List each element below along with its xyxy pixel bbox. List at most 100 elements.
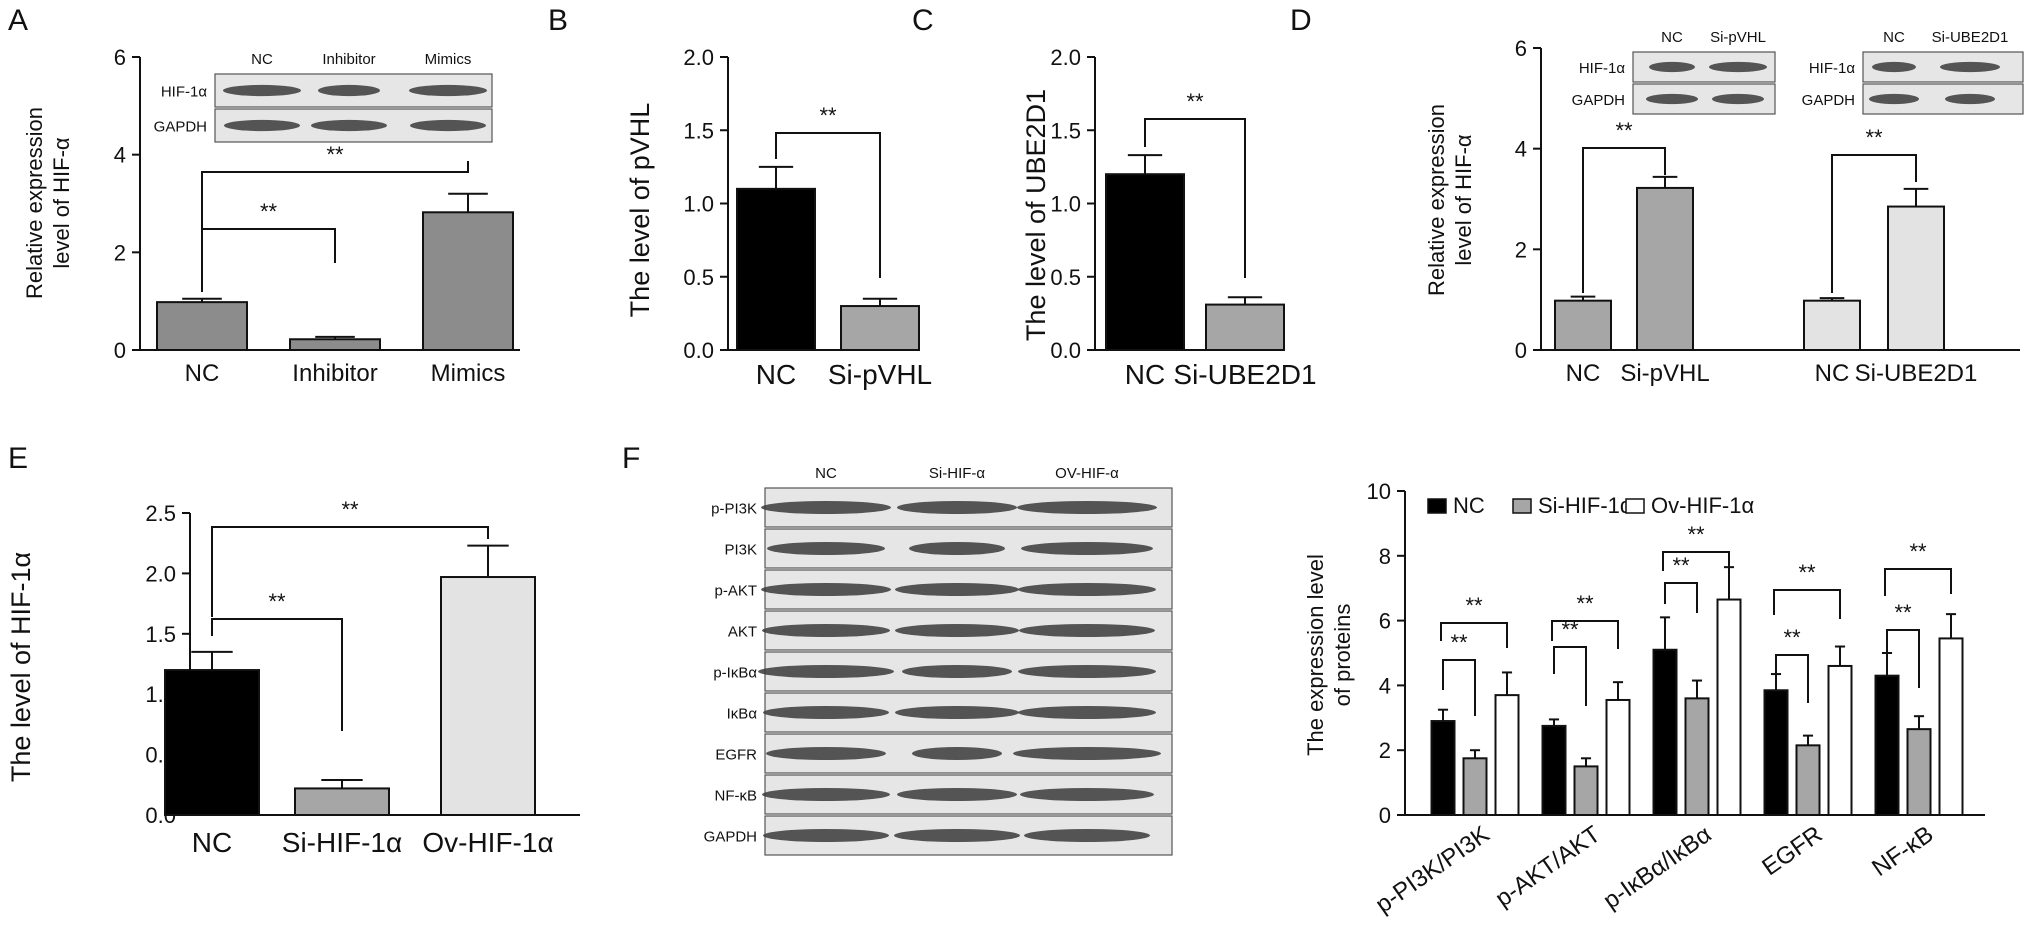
blot-f-strip-band [895, 623, 1019, 638]
blot-f-strip-band [758, 664, 894, 679]
x-category-label: NC [185, 360, 220, 387]
panel-letter-a: A [8, 4, 28, 37]
blot-a-row-label: HIF-1α [161, 84, 208, 101]
blot-d1-band [1649, 61, 1695, 73]
bar [422, 211, 514, 351]
bar [736, 187, 816, 351]
y-tick-label: 4 [114, 143, 126, 168]
blot-d1-row-label: HIF-1α [1579, 60, 1626, 77]
panel-letter-d: D [1290, 4, 1312, 37]
bracket-nc-si [1775, 654, 1809, 703]
blot-d2-band [1869, 93, 1919, 105]
bracket-nc-ov [211, 526, 489, 617]
blot-a-band [224, 119, 300, 132]
y-tick-label: 1.5 [145, 622, 176, 647]
y-tick-label: 0.0 [1050, 338, 1081, 363]
x-category-label: NF-κB [1867, 821, 1938, 882]
bar [1573, 765, 1599, 817]
legend-swatch [1427, 498, 1447, 514]
blot-d1-row-label: GAPDH [1572, 92, 1625, 109]
significance-label: ** [341, 497, 359, 522]
x-category-label: Si-pVHL [828, 359, 932, 390]
legend-label: NC [1453, 493, 1485, 518]
blot-d2-header: Si-UBE2D1 [1932, 29, 2009, 46]
blot-f-strip-row-label: p-AKT [714, 583, 757, 600]
chart-b: 0.0 0.5 1.0 1.5 2.0 NC Si-pVHL The level of pVH… [625, 45, 932, 390]
y-tick-label: 0.0 [683, 338, 714, 363]
bracket-c [1144, 118, 1246, 278]
blot-f-strip-row-label: NF-κB [715, 788, 758, 805]
blot-f-strip-band [763, 705, 889, 720]
y-tick-label: 2 [1515, 237, 1527, 262]
blot-f-strip-band [1020, 787, 1154, 802]
blot-f-strip-band [761, 500, 891, 515]
blot-f-strip-band [762, 787, 890, 802]
x-category-label: Si-UBE2D1 [1855, 360, 1978, 387]
x-category-label: Inhibitor [292, 360, 377, 387]
y-tick-label: 1.0 [683, 192, 714, 217]
chart-e: 0.00.51.01.52.02.5NC Si-HIF-1α Ov-HIF-1αTh… [6, 497, 580, 858]
bar [840, 305, 920, 351]
blot-f-strip-band [1017, 500, 1157, 515]
significance-label: ** [1894, 600, 1912, 625]
blot-f-strip-header: NC [815, 465, 837, 482]
blot-a-band [318, 84, 380, 97]
significance-label: ** [1672, 553, 1690, 578]
panel-letter-b: B [548, 4, 568, 37]
y-tick-label: 1.5 [683, 118, 714, 143]
charts-layer: 0 2 4 6 NC Inhibitor Mimics Relative expression… [6, 29, 2024, 919]
significance-label: ** [1798, 560, 1816, 585]
y-tick-label: 8 [1379, 544, 1391, 569]
blots-layer: NC Si-HIF-α OV-HIF-α p-PI3K PI3K p-AKT AKT p-Iκ… [704, 465, 1173, 856]
x-category-label: Si-HIF-1α [282, 827, 402, 858]
blot-f-strip-band [909, 541, 1005, 556]
bracket-nc-mimics [201, 161, 469, 292]
y-tick-label: 6 [1379, 609, 1391, 634]
significance-label: ** [326, 142, 344, 167]
blot-f-strip-band [1018, 664, 1156, 679]
bracket-nc-si [1886, 629, 1920, 688]
bar [1827, 664, 1853, 817]
legend-label: Si-HIF-1α [1538, 493, 1633, 518]
significance-label: ** [1783, 625, 1801, 650]
bar [1716, 598, 1742, 816]
blot-f-strip-band [1024, 828, 1150, 843]
blot-f-strip-row-label: PI3K [724, 542, 757, 559]
bracket-nc-ov [1551, 620, 1619, 649]
significance-label: ** [1615, 118, 1633, 143]
blot-a-band [410, 119, 486, 132]
bracket-nc-si [211, 618, 343, 731]
blot-d2-header: NC [1883, 29, 1905, 46]
bar [156, 301, 248, 352]
blot-f-strip-band [897, 787, 1017, 802]
bar [1874, 674, 1900, 816]
blot-d1-band [1646, 93, 1698, 105]
blot-f-strip-band [766, 746, 886, 761]
blot-f-strip-band [1018, 705, 1156, 720]
blot-d2-band [1945, 93, 1995, 105]
bracket-nc-ov [1884, 568, 1952, 596]
chart-c: 0.0 0.5 1.0 1.5 2.0 NC Si-UBE2D1 The level of U… [1021, 45, 1317, 390]
y-axis-label-line1: The expression level [1303, 554, 1328, 756]
significance-label: ** [1909, 539, 1927, 564]
y-tick-label: 0.5 [683, 265, 714, 290]
blot-d1-band [1712, 93, 1764, 105]
blot-d1-header: Si-pVHL [1710, 29, 1766, 46]
blot-f-strip-band [897, 500, 1017, 515]
blot-f-strip-band [895, 705, 1019, 720]
bar [1494, 694, 1520, 816]
blot-f-strip-row-label: p-IκBα [713, 665, 757, 682]
y-axis-label: The level of pVHL [625, 103, 655, 318]
blot-a-band [223, 84, 301, 97]
blot-f-strip-band [1019, 623, 1155, 638]
bar [1105, 173, 1185, 351]
bracket-d2 [1831, 154, 1917, 293]
x-category-label: p-PI3K/PI3K [1371, 821, 1495, 919]
blot-f-strip-band [1021, 541, 1153, 556]
bar [440, 576, 536, 816]
bracket-nc-ov [1440, 622, 1508, 648]
x-category-label: NC [756, 359, 796, 390]
significance-label: ** [268, 589, 286, 614]
chart-a: 0 2 4 6 NC Inhibitor Mimics Relative expression… [22, 45, 520, 387]
